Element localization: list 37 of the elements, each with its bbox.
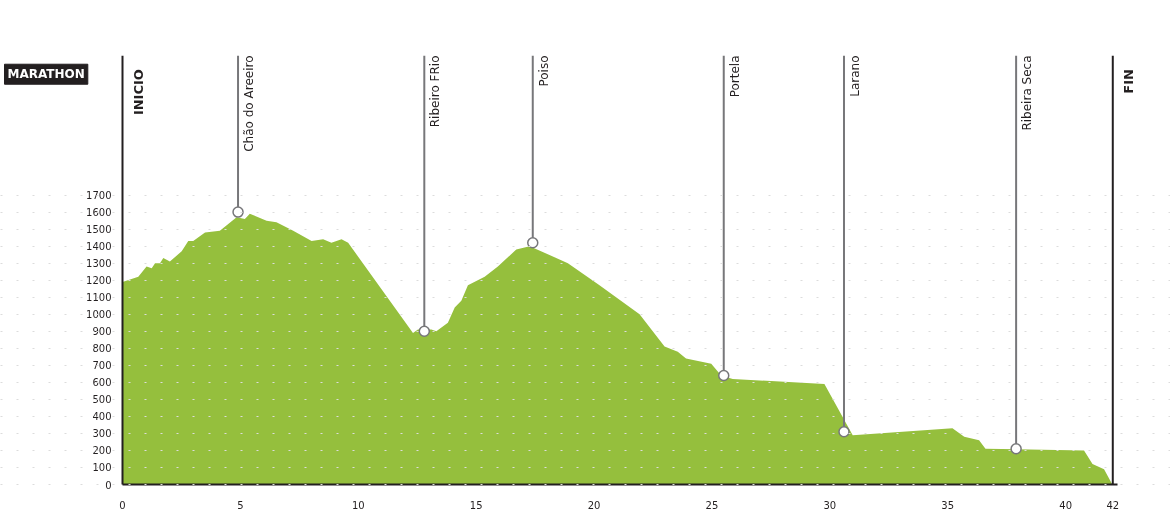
y-tick-label: 1700 bbox=[86, 190, 112, 202]
y-tick-label: 1600 bbox=[86, 207, 112, 219]
y-tick-label: 1200 bbox=[86, 275, 112, 287]
y-tick-label: 1400 bbox=[86, 241, 112, 253]
annotation: Ribeiro FRio bbox=[428, 55, 443, 128]
y-tick-label: 400 bbox=[92, 411, 112, 423]
x-tick-label: 5 bbox=[237, 499, 244, 511]
y-tick-label: 900 bbox=[92, 326, 112, 338]
annotation: Larano bbox=[847, 55, 862, 97]
y-tick-label: 1500 bbox=[86, 224, 112, 236]
y-tick-label: 200 bbox=[92, 445, 112, 457]
annotation: INICIO bbox=[130, 69, 146, 116]
x-tick-label: 25 bbox=[705, 499, 719, 511]
x-tick-label: 40 bbox=[1059, 499, 1072, 511]
y-tick-label: 1100 bbox=[86, 292, 112, 304]
annotation: Portela bbox=[727, 55, 742, 98]
x-tick-label: 10 bbox=[351, 499, 365, 511]
x-tick-label: 42 bbox=[1106, 499, 1120, 511]
text: MARATHON bbox=[7, 67, 85, 82]
y-tick-label: 1000 bbox=[86, 309, 112, 321]
y-tick-label: 500 bbox=[92, 394, 112, 406]
x-tick-label: 30 bbox=[823, 499, 837, 511]
ref-line-label: FIN bbox=[1120, 69, 1136, 94]
y-tick-label: 600 bbox=[92, 377, 112, 389]
y-tick-label: 0 bbox=[105, 479, 112, 491]
y-tick-label: 1300 bbox=[86, 258, 112, 270]
annotation: Poiso bbox=[536, 55, 551, 87]
annotation: Ribeira Seca bbox=[1020, 55, 1035, 131]
y-tick-label: 300 bbox=[92, 428, 112, 440]
y-tick-label: 700 bbox=[92, 360, 112, 372]
y-tick-label: 100 bbox=[92, 462, 112, 474]
y-tick-label: 800 bbox=[92, 343, 112, 355]
x-tick-label: 20 bbox=[587, 499, 601, 511]
annotation: Chão do Areeiro bbox=[242, 55, 257, 152]
x-tick-label: 15 bbox=[469, 499, 483, 511]
x-tick-label: 35 bbox=[941, 499, 955, 511]
x-tick-label: 0 bbox=[119, 499, 126, 511]
